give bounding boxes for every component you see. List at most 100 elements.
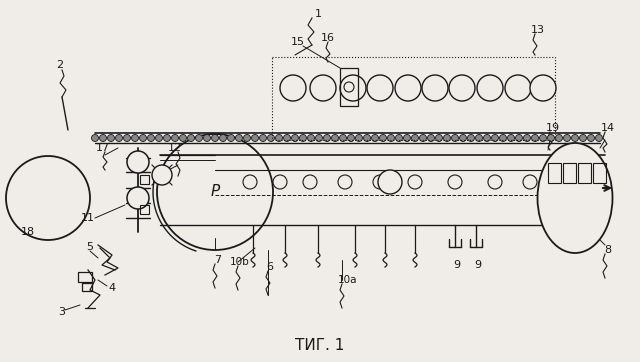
Circle shape <box>373 175 387 189</box>
Circle shape <box>92 135 99 142</box>
Circle shape <box>476 135 483 142</box>
Text: 9: 9 <box>474 260 481 270</box>
Circle shape <box>380 135 387 142</box>
Text: 10a: 10a <box>339 275 358 285</box>
Text: 9: 9 <box>453 260 461 270</box>
Circle shape <box>367 75 393 101</box>
Circle shape <box>477 75 503 101</box>
Circle shape <box>338 175 352 189</box>
Circle shape <box>332 135 339 142</box>
Circle shape <box>147 135 154 142</box>
Circle shape <box>179 135 186 142</box>
Circle shape <box>156 135 163 142</box>
Bar <box>140 175 149 184</box>
Text: 18: 18 <box>21 227 35 237</box>
Circle shape <box>211 135 218 142</box>
Circle shape <box>275 135 282 142</box>
Bar <box>140 205 149 214</box>
Bar <box>578 163 591 183</box>
Ellipse shape <box>538 143 612 253</box>
Circle shape <box>523 175 537 189</box>
Circle shape <box>300 135 307 142</box>
Circle shape <box>531 135 538 142</box>
Circle shape <box>556 135 563 142</box>
Circle shape <box>547 135 554 142</box>
Circle shape <box>152 165 172 185</box>
Circle shape <box>273 175 287 189</box>
Circle shape <box>524 135 531 142</box>
Circle shape <box>115 135 122 142</box>
Bar <box>78 272 92 282</box>
Circle shape <box>449 75 475 101</box>
Circle shape <box>460 135 467 142</box>
Circle shape <box>323 135 330 142</box>
Bar <box>593 163 606 183</box>
Circle shape <box>188 135 195 142</box>
Circle shape <box>163 135 170 142</box>
Circle shape <box>530 75 556 101</box>
Circle shape <box>355 135 362 142</box>
Circle shape <box>408 175 422 189</box>
Text: 4: 4 <box>108 283 116 293</box>
Circle shape <box>280 75 306 101</box>
Circle shape <box>316 135 323 142</box>
Circle shape <box>291 135 298 142</box>
Circle shape <box>204 135 211 142</box>
Text: 10b: 10b <box>230 257 250 267</box>
Circle shape <box>124 135 131 142</box>
Text: 8: 8 <box>604 245 612 255</box>
Circle shape <box>467 135 474 142</box>
Text: 1: 1 <box>314 9 321 19</box>
Bar <box>548 163 561 183</box>
Circle shape <box>492 135 499 142</box>
Circle shape <box>572 135 579 142</box>
Circle shape <box>108 135 115 142</box>
Text: 12: 12 <box>168 143 182 153</box>
Circle shape <box>227 135 234 142</box>
Circle shape <box>488 175 502 189</box>
Circle shape <box>595 135 602 142</box>
Bar <box>340 68 358 106</box>
Circle shape <box>483 135 490 142</box>
Circle shape <box>395 75 421 101</box>
Circle shape <box>435 135 442 142</box>
Circle shape <box>444 135 451 142</box>
Circle shape <box>243 135 250 142</box>
Circle shape <box>378 170 402 194</box>
Circle shape <box>339 135 346 142</box>
Circle shape <box>172 135 179 142</box>
Text: ΤИГ. 1: ΤИГ. 1 <box>295 337 345 353</box>
Circle shape <box>268 135 275 142</box>
Circle shape <box>448 175 462 189</box>
Circle shape <box>371 135 378 142</box>
Circle shape <box>508 135 515 142</box>
Text: 15: 15 <box>291 37 305 47</box>
Circle shape <box>236 135 243 142</box>
Bar <box>272 57 555 140</box>
Circle shape <box>588 135 595 142</box>
Circle shape <box>340 75 366 101</box>
Circle shape <box>195 135 202 142</box>
Circle shape <box>127 187 149 209</box>
Text: 16: 16 <box>321 33 335 43</box>
Text: 11: 11 <box>81 213 95 223</box>
Circle shape <box>99 135 106 142</box>
Circle shape <box>252 135 259 142</box>
Circle shape <box>412 135 419 142</box>
Circle shape <box>157 134 273 250</box>
Text: 5: 5 <box>86 242 93 252</box>
Bar <box>563 163 576 183</box>
Circle shape <box>422 75 448 101</box>
Text: P: P <box>211 185 220 199</box>
Text: 3: 3 <box>58 307 65 317</box>
Circle shape <box>127 151 149 173</box>
Circle shape <box>259 135 266 142</box>
Circle shape <box>451 135 458 142</box>
Text: 13: 13 <box>531 25 545 35</box>
Circle shape <box>6 156 90 240</box>
Circle shape <box>364 135 371 142</box>
Circle shape <box>419 135 426 142</box>
Circle shape <box>579 135 586 142</box>
Bar <box>82 283 92 291</box>
Circle shape <box>348 135 355 142</box>
